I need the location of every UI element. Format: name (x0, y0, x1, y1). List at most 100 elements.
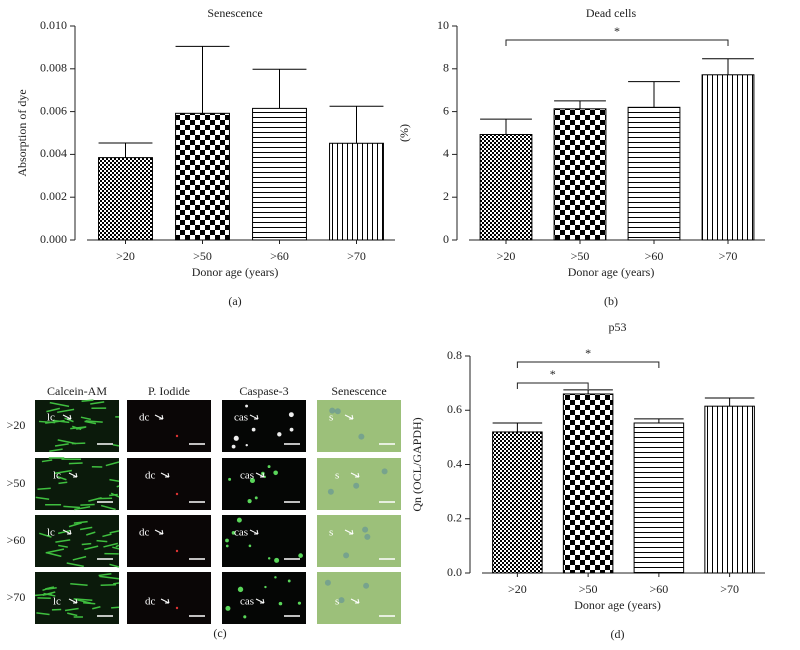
cell-stain (175, 434, 179, 438)
y-tick-label: 6 (443, 103, 449, 117)
arrow (160, 472, 170, 478)
cell-stain (237, 586, 244, 593)
y-tick-label: 0 (443, 232, 449, 246)
cell-stain (57, 475, 67, 481)
x-tick-label: >50 (571, 249, 590, 263)
bar (627, 106, 681, 241)
y-axis-label: (%) (397, 124, 411, 142)
cell-stain (247, 499, 252, 504)
cell-stain (243, 615, 247, 619)
bar (553, 108, 607, 241)
row-label: >70 (7, 590, 26, 604)
arrow (344, 529, 354, 535)
cell-stain (338, 597, 345, 604)
cell-stain (353, 482, 360, 489)
cell-stain (67, 612, 78, 617)
cell-label: cas (240, 596, 254, 608)
bar (492, 431, 543, 574)
cell-stain (381, 468, 388, 475)
cell-stain (85, 420, 103, 423)
panel-label: (b) (604, 294, 618, 308)
x-tick-label: >60 (645, 249, 664, 263)
column-header: P. Iodide (148, 384, 190, 398)
cell-stain (324, 579, 331, 586)
x-tick-label: >70 (719, 249, 738, 263)
cell-stain (267, 465, 271, 469)
cell-stain (42, 591, 56, 596)
cell-stain (36, 612, 50, 616)
arrow (249, 414, 259, 420)
row-label: >60 (7, 533, 26, 547)
cell-stain (105, 461, 120, 467)
cell-stain (231, 444, 236, 449)
y-tick-label: 8 (443, 61, 449, 75)
x-tick-label: >70 (347, 249, 366, 263)
cell-label: s (335, 470, 339, 482)
cell-stain (236, 517, 242, 523)
cell-label: dc (139, 527, 150, 539)
x-tick-label: >70 (720, 582, 739, 596)
cell-stain (46, 407, 61, 413)
cell-stain (225, 538, 229, 543)
cell-label: lc (53, 596, 61, 608)
cell-stain (273, 470, 278, 476)
cell-stain (66, 562, 84, 568)
row-label: >20 (7, 418, 26, 432)
arrow (350, 598, 360, 604)
cell-stain (73, 520, 88, 524)
arrow (68, 472, 78, 478)
y-tick-label: 0.010 (40, 18, 67, 32)
cell-stain (274, 557, 280, 563)
x-tick-label: >50 (579, 582, 598, 596)
column-header: Caspase-3 (239, 384, 288, 398)
y-tick-label: 0.8 (447, 348, 462, 362)
cell-label: dc (145, 596, 156, 608)
cell-stain (364, 533, 371, 540)
cell-stain (35, 496, 50, 500)
cell-stain (81, 542, 92, 546)
cell-stain (100, 504, 116, 511)
cell-label: s (335, 596, 339, 608)
cell-stain (99, 575, 120, 580)
cell-stain (109, 478, 120, 482)
cell-label: s (329, 412, 333, 424)
cell-label: cas (234, 412, 248, 424)
bar (98, 157, 153, 241)
bar (562, 393, 614, 574)
cell-stain (277, 432, 282, 437)
cell-stain (47, 586, 57, 590)
x-axis-label: Donor age (years) (568, 265, 655, 279)
y-axis-label: Qn (OCL/GAPDH) (410, 417, 424, 511)
cell-stain (45, 548, 65, 554)
cell-stain (96, 539, 108, 543)
y-tick-label: 0.000 (40, 232, 67, 246)
bar (252, 107, 307, 241)
cell-stain (175, 492, 179, 496)
cell-stain (112, 546, 120, 550)
cell-stain (245, 443, 248, 447)
bar (479, 133, 533, 241)
cell-stain (80, 416, 91, 421)
significance-label: * (614, 24, 620, 38)
cell-stain (267, 557, 271, 560)
cell-stain (72, 555, 87, 561)
cell-stain (113, 582, 120, 585)
cell-stain (92, 606, 101, 610)
cell-stain (54, 469, 72, 475)
x-tick-label: >60 (270, 249, 289, 263)
bar (175, 112, 230, 241)
arrow (255, 472, 265, 478)
x-tick-label: >20 (116, 249, 135, 263)
cell-stain (90, 401, 105, 405)
cell-stain (245, 404, 249, 408)
cell-stain (37, 487, 51, 490)
significance-bracket (505, 39, 729, 46)
cell-stain (63, 505, 81, 509)
cell-label: lc (47, 412, 55, 424)
cell-stain (52, 419, 70, 424)
cell-stain (64, 607, 79, 612)
arrow (62, 529, 72, 535)
cell-stain (58, 544, 68, 548)
cell-stain (109, 493, 118, 497)
cell-stain (98, 572, 112, 577)
